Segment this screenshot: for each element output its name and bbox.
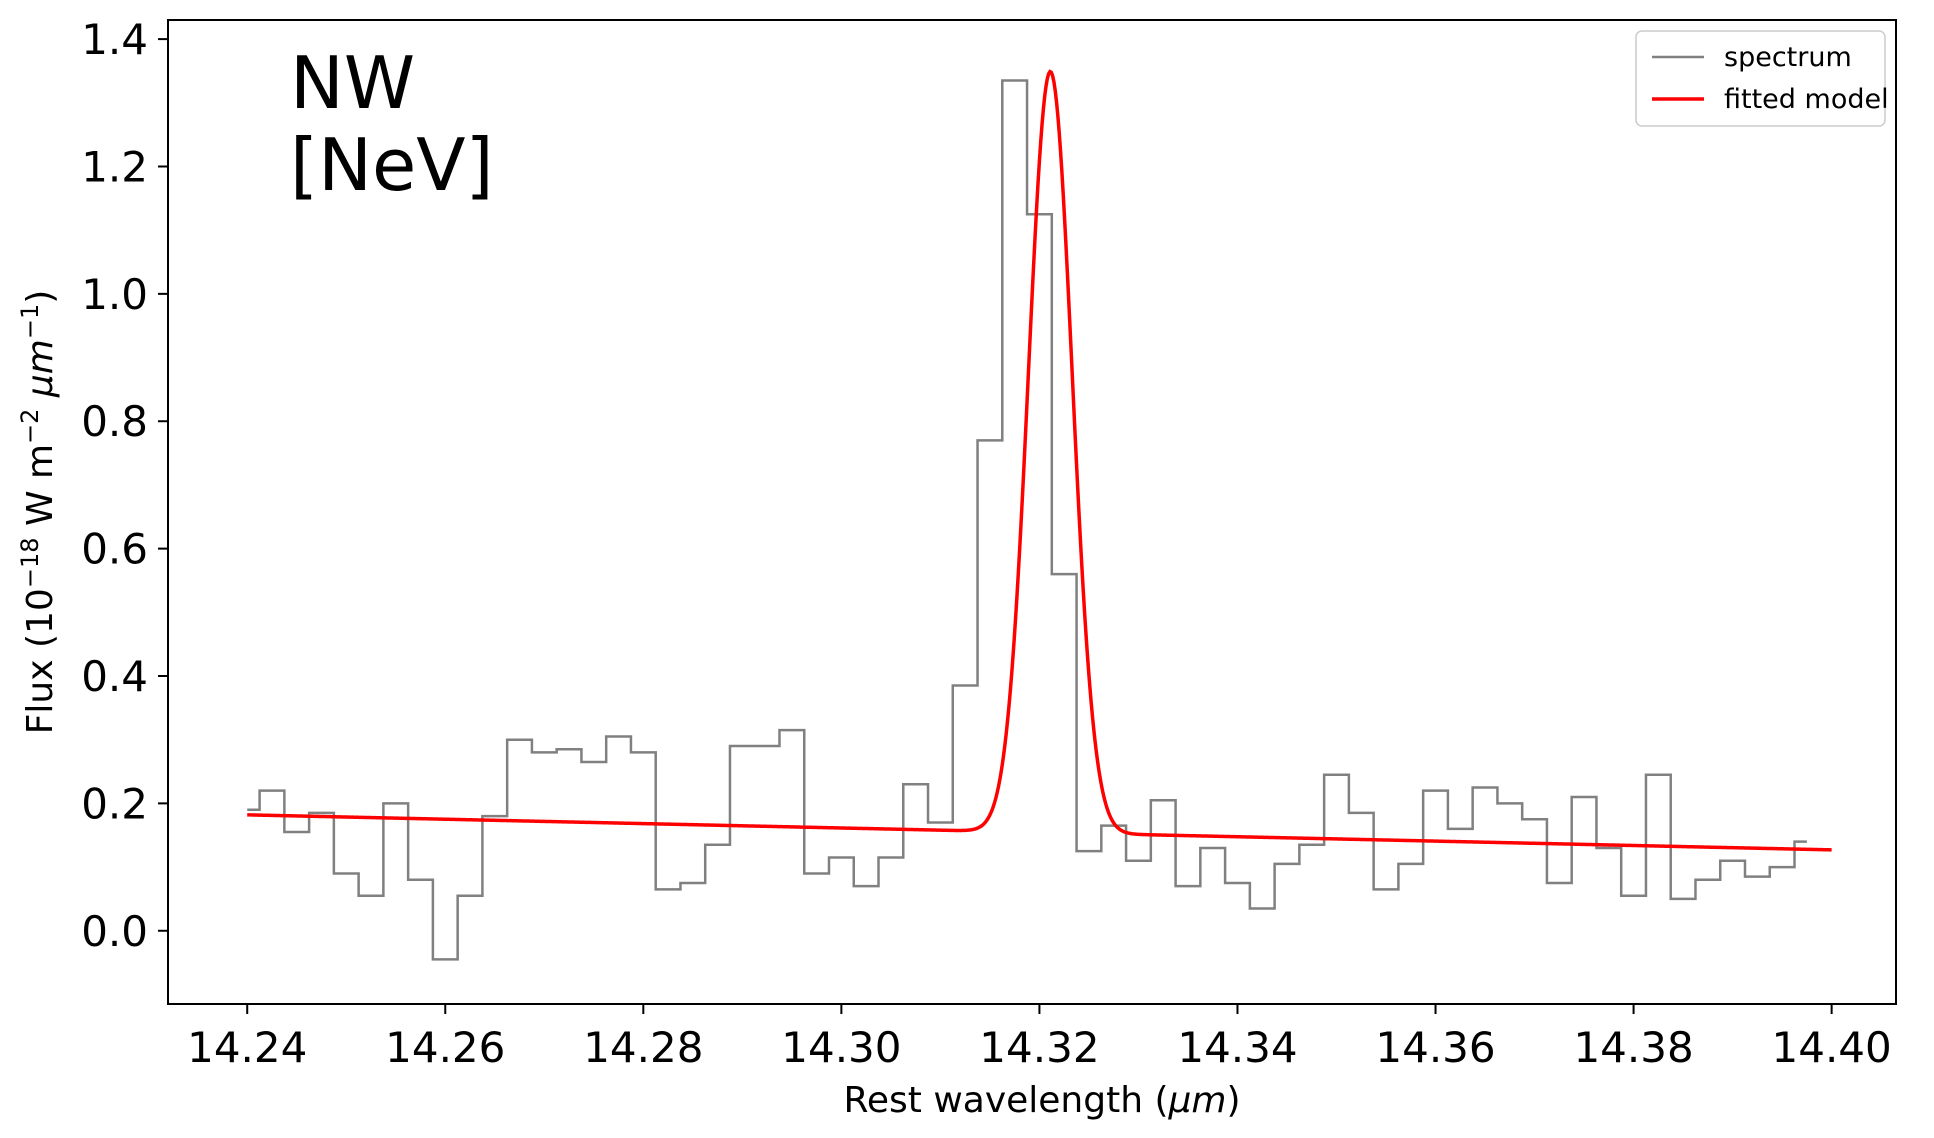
- series-fitted-model: [247, 69, 1832, 852]
- y-tick-label: 0.4: [81, 652, 148, 701]
- x-tick-label: 14.24: [187, 1023, 307, 1072]
- legend-label-spectrum: spectrum: [1724, 42, 1852, 73]
- x-tick-label: 14.34: [1177, 1023, 1297, 1072]
- x-tick-label: 14.30: [781, 1023, 901, 1072]
- y-tick-label: 0.0: [81, 907, 148, 956]
- y-tick-label: 1.4: [81, 15, 148, 64]
- x-axis-label: Rest wavelength (μm): [843, 1080, 1240, 1121]
- y-tick-label: 0.8: [81, 397, 148, 446]
- x-tick-label: 14.36: [1375, 1023, 1495, 1072]
- x-tick-label: 14.38: [1573, 1023, 1693, 1072]
- x-tick-label: 14.28: [583, 1023, 703, 1072]
- x-axis: 14.24 14.26 14.28 14.30 14.32 14.34 14.36 14.38…: [187, 1004, 1892, 1072]
- annotation-line: [NeV]: [290, 123, 494, 207]
- legend-label-fitted-model: fitted model: [1724, 84, 1889, 115]
- y-tick-label: 1.2: [81, 142, 148, 191]
- x-tick-label: 14.40: [1772, 1023, 1892, 1072]
- y-tick-label: 0.6: [81, 525, 148, 574]
- annotation-region: NW: [290, 41, 415, 125]
- legend-box: [1635, 30, 1886, 127]
- x-tick-label: 14.26: [385, 1023, 505, 1072]
- y-axis: 0.0 0.2 0.4 0.6 0.8 1.0 1.2 1.4: [81, 15, 168, 956]
- y-tick-label: 1.0: [81, 270, 148, 319]
- plot-frame: [167, 19, 1897, 1005]
- x-tick-label: 14.32: [979, 1023, 1099, 1072]
- y-axis-label: Flux (10−18 W m−2 μm−1): [16, 290, 61, 735]
- legend: spectrum fitted model: [1635, 30, 1889, 127]
- series-spectrum: [247, 79, 1807, 961]
- y-tick-label: 0.2: [81, 779, 148, 828]
